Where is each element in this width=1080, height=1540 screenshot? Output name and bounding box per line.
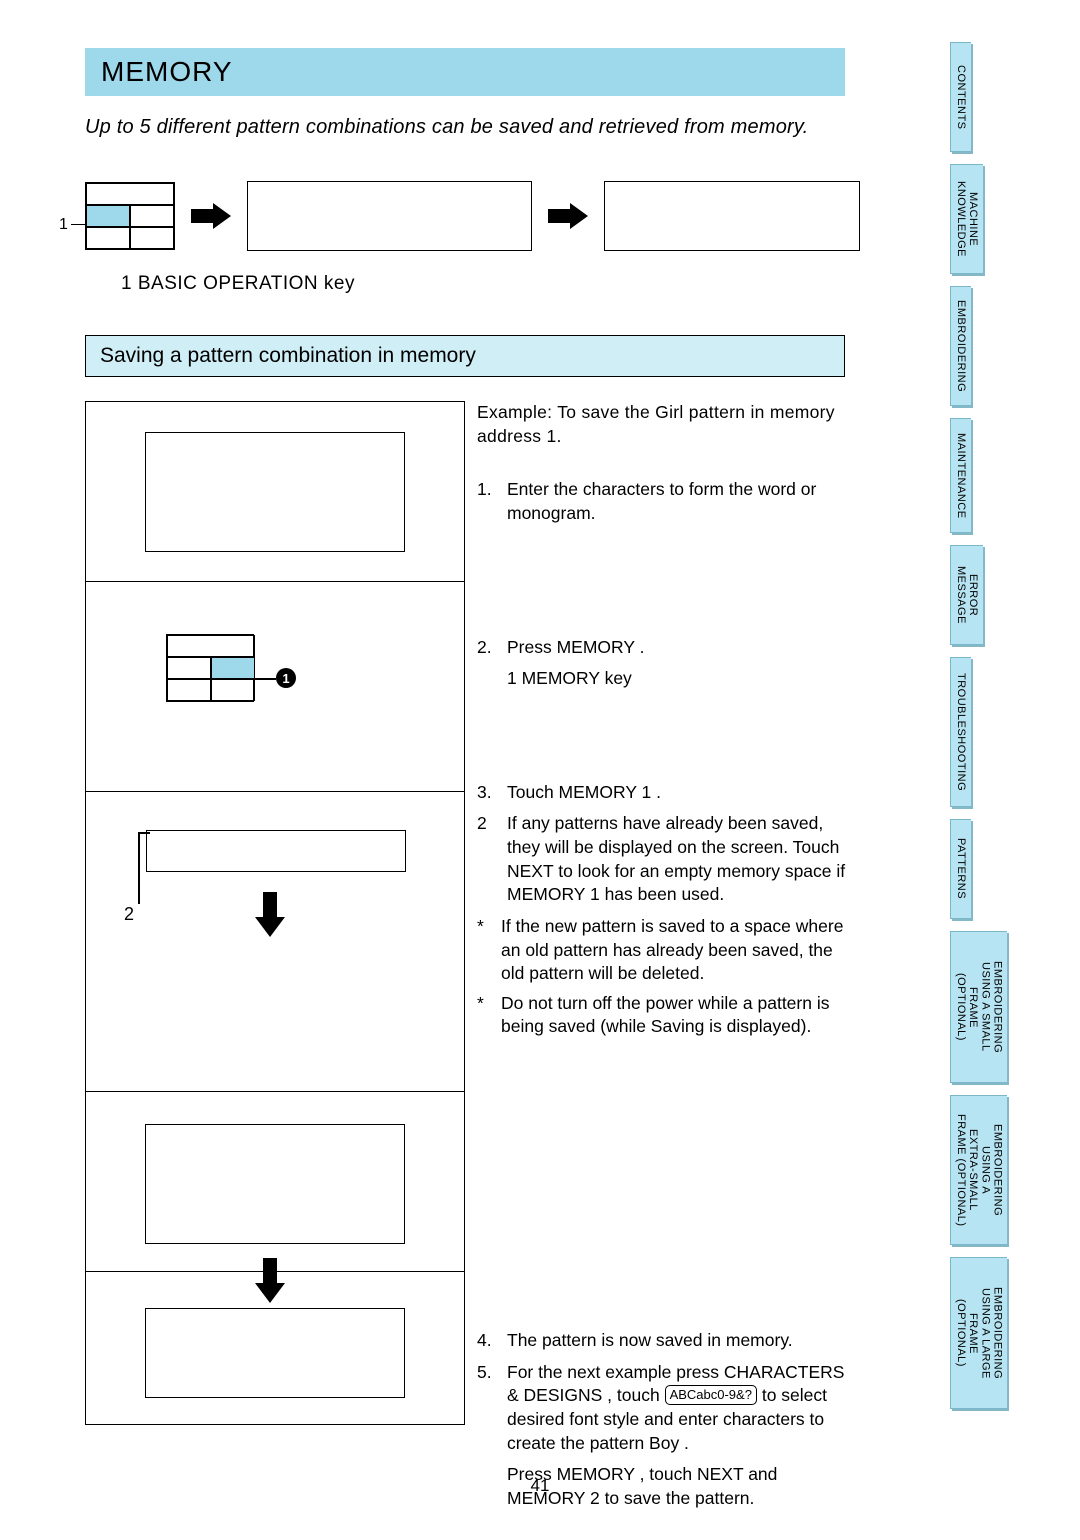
- step-text: Press MEMORY .: [507, 636, 644, 660]
- leader-line: [138, 832, 140, 904]
- tab-emb-large-frame[interactable]: EMBROIDERING USING A LARGE FRAME (OPTION…: [950, 1257, 1007, 1409]
- left-diagram-column: 1 2: [85, 401, 465, 1425]
- instructions-column: Example: To save the Girl pattern in mem…: [477, 401, 847, 1540]
- callout-badge: 1: [276, 668, 296, 688]
- font-style-button-label: ABCabc0-9&?: [665, 1385, 757, 1405]
- step-text: Enter the characters to form the word or…: [507, 478, 847, 525]
- step-3: 3. Touch MEMORY 1 .: [477, 781, 847, 805]
- key-label: 1 BASIC OPERATION key: [121, 273, 860, 295]
- panel-2: 1: [86, 582, 464, 792]
- tab-error-message[interactable]: ERROR MESSAGE: [950, 545, 983, 645]
- step-number: 5.: [477, 1361, 499, 1456]
- footnote-text: If the new pattern is saved to a space w…: [501, 915, 847, 986]
- panel3-label: 2: [124, 904, 134, 925]
- step-number: 4.: [477, 1329, 499, 1353]
- note-number: 2: [477, 812, 499, 907]
- note-text: If any patterns have already been saved,…: [507, 812, 847, 907]
- intro-text: Up to 5 different pattern combinations c…: [85, 116, 860, 139]
- arrow-right-icon: [548, 201, 588, 231]
- leader-line: [71, 224, 85, 225]
- panel-1: [86, 402, 464, 582]
- example-text: Example: To save the Girl pattern in mem…: [477, 401, 847, 448]
- side-tabs: CONTENTS MACHINE KNOWLEDGE EMBROIDERING …: [950, 42, 1080, 1421]
- asterisk-icon: *: [477, 915, 491, 986]
- tab-contents[interactable]: CONTENTS: [950, 42, 971, 152]
- callout-leader: [254, 678, 276, 680]
- screen-placeholder: [145, 432, 405, 552]
- footnote-1: * If the new pattern is saved to a space…: [477, 915, 847, 986]
- step-number: 2.: [477, 636, 499, 660]
- step-text: Touch MEMORY 1 .: [507, 781, 661, 805]
- tab-machine-knowledge[interactable]: MACHINE KNOWLEDGE: [950, 164, 983, 274]
- step-number: 3.: [477, 781, 499, 805]
- screen-placeholder: [145, 1308, 405, 1398]
- page-number: 41: [531, 1476, 550, 1496]
- diagram-label-1: 1: [59, 216, 68, 234]
- panel-3: 2: [86, 792, 464, 1092]
- arrow-right-icon: [191, 201, 231, 231]
- memory-slot-box: [146, 830, 406, 872]
- footnote-2: * Do not turn off the power while a patt…: [477, 992, 847, 1039]
- top-diagram: 1: [85, 181, 860, 251]
- panel-4: [86, 1092, 464, 1272]
- memory-key-grid: [166, 634, 254, 702]
- page-title: MEMORY: [101, 56, 829, 88]
- step-1: 1. Enter the characters to form the word…: [477, 478, 847, 525]
- step-2: 2. Press MEMORY .: [477, 636, 847, 660]
- tab-maintenance[interactable]: MAINTENANCE: [950, 418, 971, 533]
- screen-box-2: [604, 181, 860, 251]
- leader-line: [138, 832, 150, 834]
- tab-troubleshooting[interactable]: TROUBLESHOOTING: [950, 657, 971, 807]
- footnote-text: Do not turn off the power while a patter…: [501, 992, 847, 1039]
- screen-placeholder: [145, 1124, 405, 1244]
- step-4: 4. The pattern is now saved in memory.: [477, 1329, 847, 1353]
- step-text: For the next example press CHARACTERS & …: [507, 1361, 847, 1456]
- step-text: The pattern is now saved in memory.: [507, 1329, 793, 1353]
- note-2: 2 If any patterns have already been save…: [477, 812, 847, 907]
- page-title-bar: MEMORY: [85, 48, 845, 96]
- step-text: 1 MEMORY key: [507, 667, 632, 691]
- asterisk-icon: *: [477, 992, 491, 1039]
- step-5: 5. For the next example press CHARACTERS…: [477, 1361, 847, 1456]
- arrow-down-icon: [255, 892, 295, 942]
- panel-5: [86, 1272, 464, 1424]
- section-header: Saving a pattern combination in memory: [85, 335, 845, 377]
- grid-box: [85, 182, 175, 250]
- step-number: 1.: [477, 478, 499, 525]
- tab-embroidering[interactable]: EMBROIDERING: [950, 286, 971, 406]
- tab-emb-small-frame[interactable]: EMBROIDERING USING A SMALL FRAME (OPTION…: [950, 931, 1007, 1083]
- screen-box-1: [247, 181, 532, 251]
- basic-op-key-grid: 1: [85, 182, 175, 250]
- tab-emb-extra-small-frame[interactable]: EMBROIDERING USING A EXTRA-SMALL FRAME (…: [950, 1095, 1007, 1245]
- step-2-key: 1 MEMORY key: [477, 667, 847, 691]
- step-text: Press MEMORY , touch NEXT and MEMORY 2 t…: [507, 1463, 847, 1510]
- tab-patterns[interactable]: PATTERNS: [950, 819, 971, 919]
